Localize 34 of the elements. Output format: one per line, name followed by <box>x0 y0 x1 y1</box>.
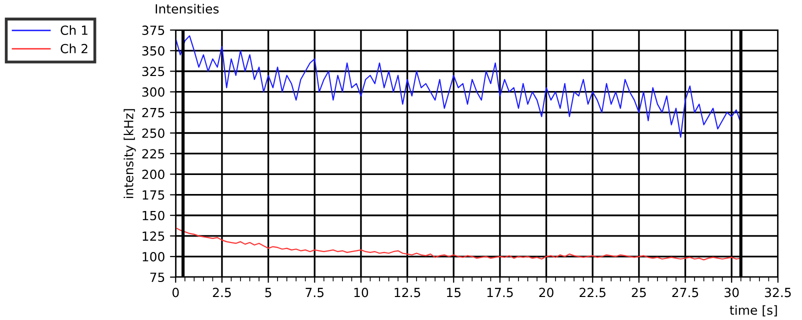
y-tick-label: 300 <box>142 87 164 97</box>
y-tick-label: 275 <box>142 108 164 118</box>
x-axis-title: time [s] <box>730 305 777 316</box>
y-tick-label: 250 <box>142 128 164 138</box>
x-tick-label: 32.5 <box>764 288 791 298</box>
y-tick-label: 150 <box>142 210 164 220</box>
x-tick-label: 0 <box>172 288 179 298</box>
y-tick-label: 100 <box>142 252 164 262</box>
y-tick-label: 225 <box>142 149 164 159</box>
legend-label: Ch 2 <box>60 44 88 54</box>
y-tick-label: 350 <box>142 46 164 56</box>
x-tick-label: 5 <box>265 288 272 298</box>
y-tick-label: 325 <box>142 66 164 76</box>
x-tick-label: 22.5 <box>580 288 606 298</box>
x-tick-label: 10 <box>354 288 368 298</box>
x-tick-label: 12.5 <box>394 288 420 298</box>
y-tick-label: 175 <box>142 190 164 200</box>
legend-label: Ch 1 <box>60 25 88 35</box>
y-tick-label: 75 <box>150 272 164 282</box>
x-tick-label: 2.5 <box>212 288 231 298</box>
y-axis-title: intensity [kHz] <box>124 109 136 198</box>
line-series <box>176 227 742 260</box>
x-tick-label: 15 <box>447 288 460 298</box>
y-tick-label: 200 <box>142 170 164 180</box>
line-series <box>176 35 742 138</box>
chart-title: Intensities <box>156 4 219 14</box>
x-tick-label: 7.5 <box>306 288 324 298</box>
x-tick-label: 27.5 <box>672 288 698 298</box>
x-tick-label: 30 <box>724 288 739 298</box>
y-tick-label: 375 <box>142 26 164 36</box>
x-tick-label: 17.5 <box>487 288 513 298</box>
y-tick-label: 125 <box>142 231 164 241</box>
x-tick-label: 20 <box>539 288 554 298</box>
x-tick-label: 25 <box>632 288 646 298</box>
